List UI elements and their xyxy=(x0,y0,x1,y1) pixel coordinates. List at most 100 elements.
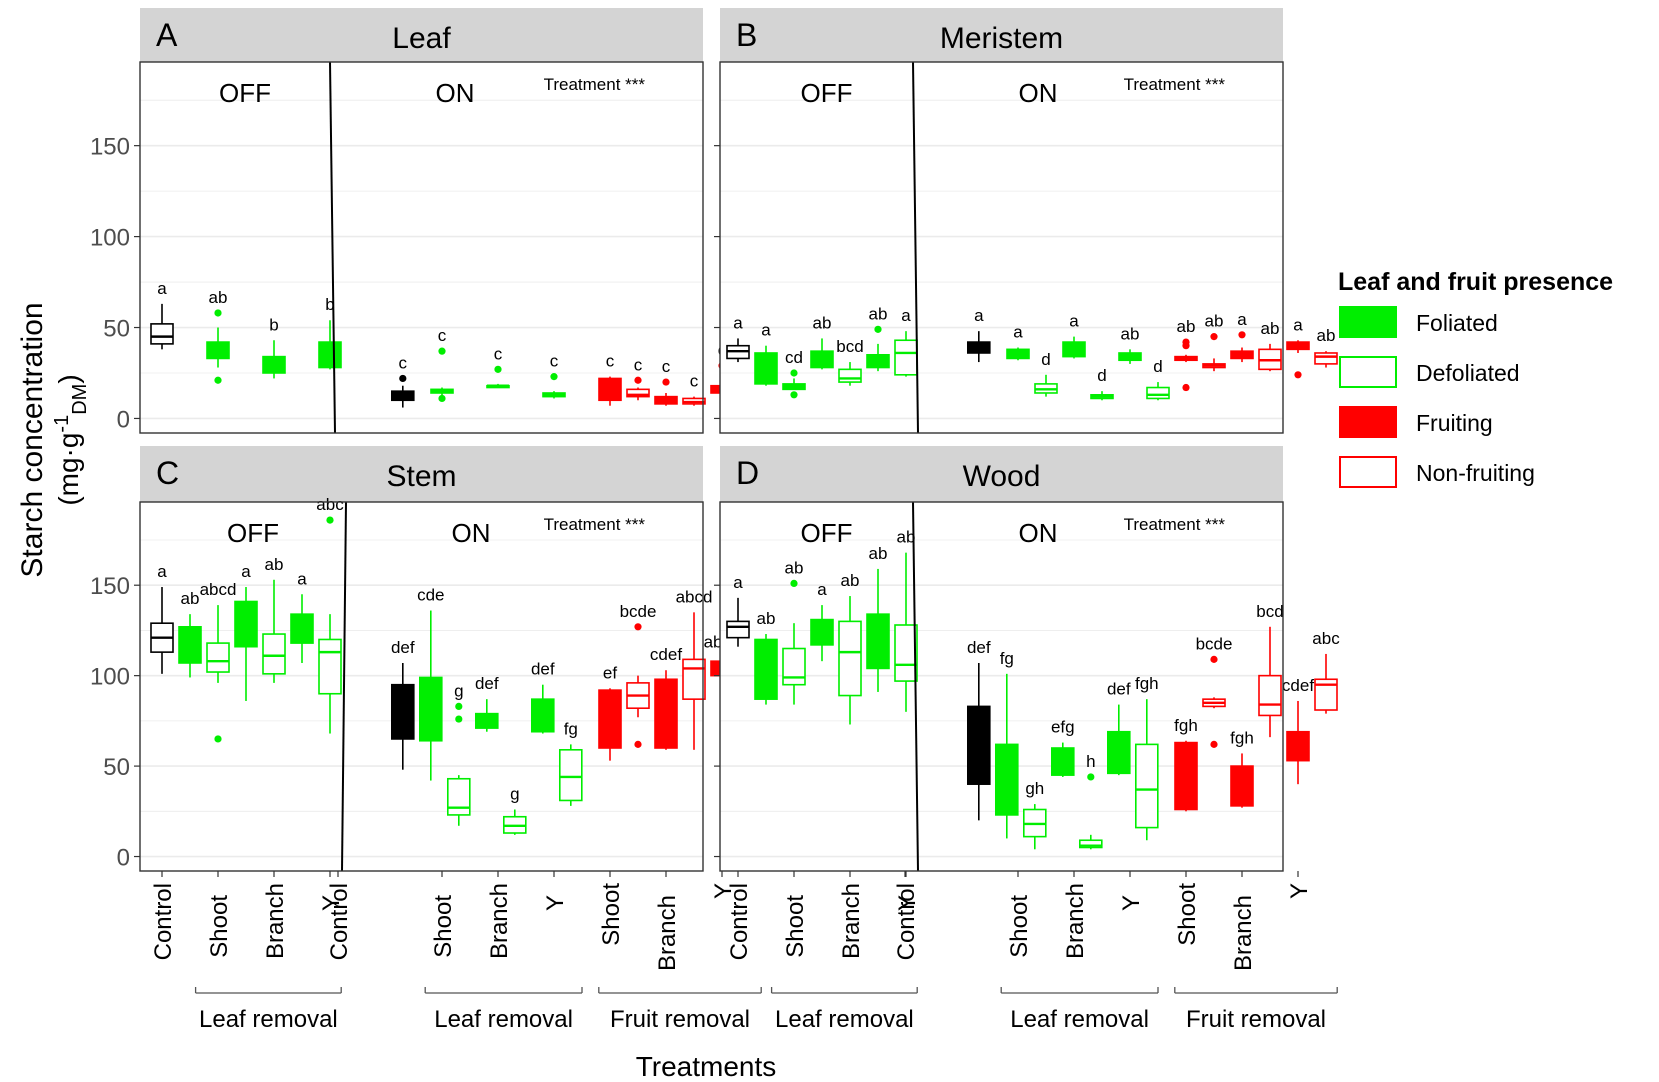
period-off-label: OFF xyxy=(801,518,853,548)
legend-title: Leaf and fruit presence xyxy=(1338,268,1613,296)
significance-letter: a xyxy=(1069,312,1079,331)
box-foliated: cd xyxy=(782,348,806,399)
significance-letter: cd xyxy=(785,348,803,367)
x-tick-label-on: Shoot xyxy=(598,883,625,946)
box-body xyxy=(894,339,918,376)
y-axis-label-unit: (mg·g-1DM) xyxy=(51,374,91,505)
box-nonfruiting: bcd xyxy=(1256,602,1284,738)
significance-letter: b xyxy=(325,295,334,314)
box-foliated: b xyxy=(318,295,342,370)
x-tick-label-on: Control xyxy=(893,883,920,960)
significance-letter: d xyxy=(1041,350,1050,369)
box-fruiting: c xyxy=(598,352,622,406)
panel-border xyxy=(719,501,1284,872)
box-defoliated: fg xyxy=(558,719,583,806)
legend-key xyxy=(1339,456,1397,488)
significance-letter: ab xyxy=(209,288,228,307)
box-outlier xyxy=(1182,342,1190,350)
significance-letter: a xyxy=(1013,323,1023,342)
treatment-significance: Treatment *** xyxy=(1124,75,1226,94)
box-fruiting: ab xyxy=(1174,317,1198,392)
box-outlier xyxy=(790,369,798,377)
off-on-divider xyxy=(341,501,347,872)
legend: Leaf and fruit presence Foliated Defoliat… xyxy=(1338,268,1613,488)
box-foliated: ab xyxy=(178,589,202,678)
box-foliated: ab xyxy=(1118,324,1142,364)
box-defoliated: ab xyxy=(262,555,286,683)
significance-letter: ab xyxy=(785,558,804,577)
box-fruiting: a xyxy=(1286,315,1310,379)
box-outlier xyxy=(438,394,446,403)
x-tick-label-off: Y xyxy=(318,895,345,911)
box-outlier xyxy=(1210,655,1218,663)
x-tick-label-on: Branch xyxy=(486,883,513,959)
box-outlier xyxy=(455,702,463,710)
box-outlier xyxy=(455,715,463,723)
y-tick-label: 100 xyxy=(90,664,130,691)
significance-letter: fg xyxy=(564,719,578,738)
box-foliated: a xyxy=(810,580,834,662)
box-foliated: ab xyxy=(866,304,890,372)
box-nonfruiting: ab xyxy=(1314,326,1338,368)
box-foliated: a xyxy=(234,562,258,701)
box-outlier xyxy=(634,623,642,631)
box-body xyxy=(1314,678,1338,711)
significance-letter: ab xyxy=(1121,324,1140,343)
box-outlier xyxy=(662,378,670,386)
significance-letter: a xyxy=(974,306,984,325)
box-outlier xyxy=(214,376,222,384)
significance-letter: fgh xyxy=(1135,674,1159,693)
box-foliated: c xyxy=(486,344,510,389)
y-unit-sup: -1 xyxy=(51,415,73,433)
legend-label: Fruiting xyxy=(1416,410,1493,436)
x-tick-label-off: Control xyxy=(150,883,177,960)
x-tick-label-off: Branch xyxy=(262,883,289,959)
box-defoliated: ab xyxy=(894,528,918,712)
x-tick-label-on: Shoot xyxy=(1174,883,1201,946)
box-outlier xyxy=(1210,740,1218,748)
box-control-off: a xyxy=(726,573,750,647)
box-foliated: def xyxy=(1107,680,1131,776)
box-body xyxy=(318,341,342,369)
period-on-label: ON xyxy=(436,78,475,108)
box-foliated: a xyxy=(754,321,778,386)
box-defoliated: gh xyxy=(1022,779,1047,850)
box-nonfruiting: bcde xyxy=(620,602,656,748)
treatment-significance: Treatment *** xyxy=(544,75,646,94)
panel-letter: A xyxy=(156,17,178,53)
x-axis-title: Treatments xyxy=(636,1051,777,1082)
significance-letter: bcde xyxy=(1196,634,1233,653)
x-tick-label-on: Y xyxy=(542,895,569,911)
y-tick-label: 0 xyxy=(117,406,130,433)
box-fruiting: ef xyxy=(598,663,622,761)
box-foliated: efg xyxy=(1051,718,1075,777)
significance-letter: abcd xyxy=(200,580,237,599)
box-body xyxy=(1174,741,1198,811)
significance-letter: ab xyxy=(869,304,888,323)
group-label: Leaf removal xyxy=(199,1006,338,1033)
significance-letter: ef xyxy=(603,663,617,682)
period-on-label: ON xyxy=(1019,78,1058,108)
significance-letter: c xyxy=(690,372,699,391)
x-tick-label-off: Shoot xyxy=(206,895,233,958)
box-outlier xyxy=(1294,371,1302,379)
x-tick-label-off: Control xyxy=(726,883,753,960)
box-control-off: a xyxy=(726,313,750,363)
box-body xyxy=(530,698,555,733)
significance-letter: c xyxy=(399,353,408,372)
legend-key xyxy=(1339,356,1397,388)
x-tick-label-off: Branch xyxy=(838,883,865,959)
group-label: Leaf removal xyxy=(1010,1006,1149,1033)
box-defoliated: d xyxy=(1034,350,1058,397)
panel-letter: C xyxy=(156,455,179,491)
box-outlier xyxy=(634,376,642,384)
panel-border xyxy=(139,61,704,434)
significance-letter: ab xyxy=(1205,312,1224,331)
significance-letter: ab xyxy=(813,313,832,332)
significance-letter: ab xyxy=(1177,317,1196,336)
box-body xyxy=(966,705,991,785)
y-axis-title: Starch concentration (mg·g-1DM) xyxy=(16,302,91,577)
box-defoliated: abc xyxy=(316,495,344,734)
